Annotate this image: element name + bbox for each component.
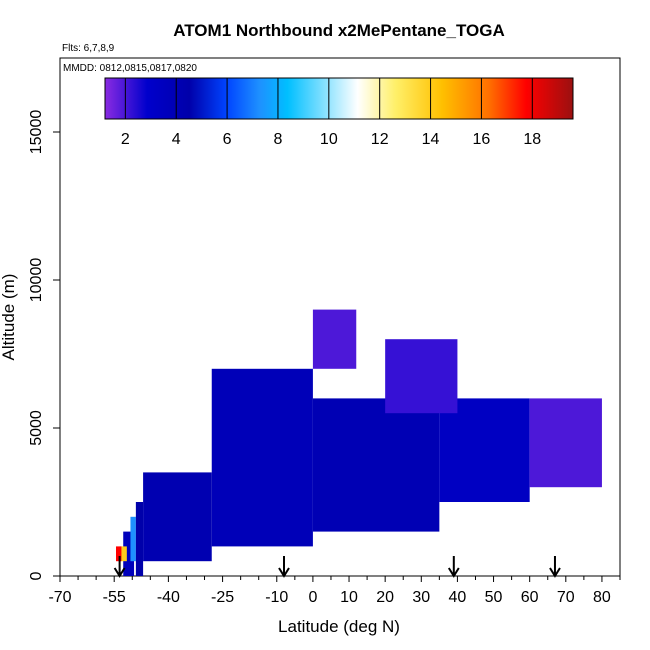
- arrow-marker: [447, 556, 460, 578]
- x-tick-label: 40: [449, 589, 467, 606]
- colorbar-ticks: 2 4 6 8 10 12 14 16 18: [121, 78, 541, 148]
- x-tick-label: 60: [521, 589, 539, 606]
- colorbar-tick-label: 10: [320, 131, 338, 148]
- colorbar-tick-label: 16: [473, 131, 491, 148]
- heatmap-cell: [439, 398, 530, 502]
- colorbar-tick-label: 6: [223, 131, 232, 148]
- colorbar-tick-label: 2: [121, 131, 130, 148]
- y-tick-label: 0: [28, 571, 45, 580]
- flights-subtitle: Flts: 6,7,8,9: [62, 43, 115, 54]
- heatmap-cell: [123, 531, 135, 576]
- heatmap-cell: [312, 398, 440, 532]
- heatmap-cell: [116, 546, 122, 562]
- chart-title: ATOM1 Northbound x2MePentane_TOGA: [173, 21, 505, 40]
- arrow-markers: [113, 556, 561, 578]
- colorbar-tick-label: 18: [523, 131, 541, 148]
- x-tick-label: 70: [557, 589, 575, 606]
- x-tick-label: 30: [412, 589, 430, 606]
- x-tick-label: -55: [103, 589, 126, 606]
- arrow-marker: [278, 556, 290, 578]
- heatmap-cells: [116, 309, 602, 576]
- colorbar-tick-label: 14: [422, 131, 440, 148]
- x-tick-label: 20: [376, 589, 394, 606]
- colorbar: [104, 77, 574, 120]
- x-tick-label: -70: [48, 589, 71, 606]
- heatmap-cell: [143, 472, 212, 562]
- heatmap-cell: [130, 516, 136, 562]
- x-tick-label: 50: [485, 589, 503, 606]
- y-tick-label: 15000: [28, 110, 45, 155]
- x-tick-label: -10: [265, 589, 288, 606]
- arrow-marker: [113, 556, 126, 578]
- heatmap-cell: [529, 398, 602, 488]
- colorbar-tick-label: 12: [371, 131, 389, 148]
- heatmap-cell: [211, 368, 313, 547]
- y-axis-label: Altitude (m): [0, 274, 18, 361]
- heatmap-cell: [385, 339, 458, 414]
- y-axis: 0 5000 10000 15000: [28, 110, 60, 580]
- heatmap-cell: [135, 502, 144, 576]
- colorbar-tick-label: 4: [172, 131, 181, 148]
- x-tick-label: 10: [340, 589, 358, 606]
- colorbar-tick-label: 8: [274, 131, 283, 148]
- arrow-marker: [549, 556, 561, 578]
- plot-frame: [59, 57, 621, 577]
- x-tick-label: -40: [157, 589, 180, 606]
- x-tick-label: 0: [308, 589, 317, 606]
- dates-subtitle: MMDD: 0812,0815,0817,0820: [63, 63, 197, 74]
- heatmap-cell: [119, 546, 127, 562]
- heatmap-cell: [312, 309, 357, 369]
- x-axis-label: Latitude (deg N): [278, 617, 400, 636]
- y-tick-label: 10000: [28, 258, 45, 303]
- x-tick-label: 80: [593, 589, 611, 606]
- x-axis: -70 -55 -40 -25 -10 0 10 20 30 40 50 60 70 80: [48, 576, 621, 606]
- y-tick-label: 5000: [28, 410, 45, 446]
- x-tick-label: -25: [211, 589, 234, 606]
